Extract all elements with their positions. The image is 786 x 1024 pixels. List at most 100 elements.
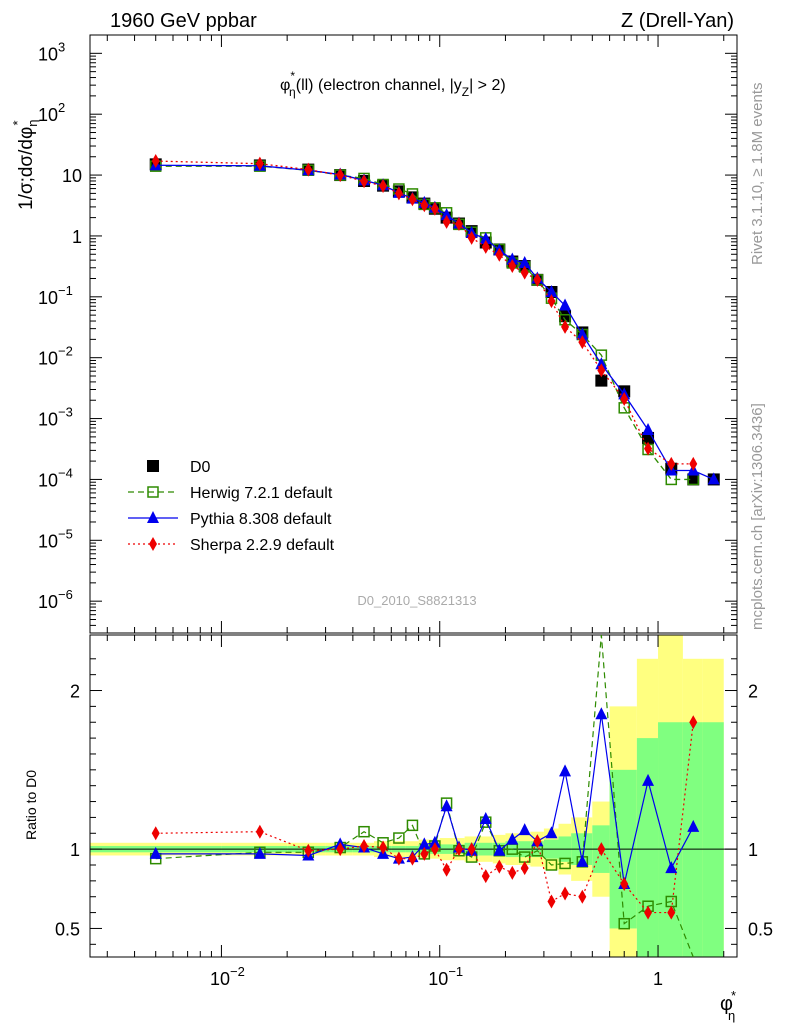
sherpa-2-2-9-default-ratio-point: [689, 715, 698, 730]
sherpa-2-2-9-default-ratio-point: [561, 886, 570, 901]
sherpa-2-2-9-default-ratio-point: [408, 851, 417, 866]
d0-point: [559, 310, 572, 323]
ratio-tick-label-left: 0.5: [55, 919, 80, 939]
sherpa-2-2-9-default-point: [620, 391, 629, 406]
rivet-version-label: Rivet 3.1.10, ≥ 1.8M events: [749, 83, 766, 266]
legend-marker-pythia-8-308-default: [147, 511, 159, 523]
sherpa-2-2-9-default-ratio-point: [430, 842, 439, 857]
sherpa-2-2-9-default-ratio-point: [420, 846, 429, 861]
sherpa-2-2-9-default-point: [304, 162, 313, 177]
sherpa-2-2-9-default-ratio-point: [508, 865, 517, 880]
legend: D0 Herwig 7.2.1 default Pythia 8.308 defau…: [128, 459, 335, 554]
y-tick-label: 10−2: [38, 344, 73, 369]
pythia-8-308-default-ratio-point: [687, 819, 700, 832]
legend-marker-sherpa-2-2-9-default: [149, 537, 157, 551]
sherpa-2-2-9-default-point: [336, 168, 345, 183]
sherpa-2-2-9-default-ratio-point: [454, 842, 463, 857]
x-tick-label: 1: [653, 969, 663, 989]
ratio-tick-label-left: 1: [70, 840, 80, 860]
sherpa-2-2-9-default-ratio-point: [304, 843, 313, 858]
pythia-8-308-default-point: [506, 252, 519, 265]
sherpa-2-2-9-default-point: [667, 456, 676, 471]
sherpa-2-2-9-default-point: [481, 239, 490, 254]
pythia-8-308-default-point: [518, 255, 531, 268]
legend-marker-d0: [147, 460, 159, 472]
legend-label-d0: D0: [190, 459, 211, 476]
y-tick-label: 1: [72, 227, 82, 247]
y-tick-label: 10−4: [38, 465, 73, 490]
pythia-8-308-default-ratio-point: [418, 837, 431, 850]
sherpa-2-2-9-default-point: [408, 192, 417, 207]
sherpa-2-2-9-default-point: [151, 154, 160, 169]
pythia-8-308-default-ratio-point: [428, 835, 441, 848]
sherpa-2-2-9-default-point: [430, 201, 439, 216]
legend-marker-herwig-7-2-1-default: [147, 486, 159, 498]
x-axis-label: φ* η: [720, 988, 736, 1023]
herwig-7-2-1-default-line: [155, 165, 694, 481]
x-tick-label: 10−2: [210, 964, 245, 989]
pythia-8-308-default-ratio-point: [253, 846, 266, 859]
pythia-8-308-default-ratio-point: [576, 854, 589, 867]
pythia-8-308-default-point: [545, 284, 558, 297]
ratio-panel-frame: [89, 634, 738, 958]
sherpa-2-2-9-default-ratio-point: [360, 838, 369, 853]
legend-label-herwig-7-2-1-default: Herwig 7.2.1 default: [190, 485, 333, 502]
sherpa-2-2-9-default-ratio-point: [151, 826, 160, 841]
sherpa-2-2-9-default-point: [495, 247, 504, 262]
sherpa-2-2-9-default-point: [454, 217, 463, 232]
herwig-7-2-1-default-ratio-point: [618, 917, 630, 930]
pythia-8-308-default-point: [479, 232, 492, 245]
band-green: [636, 738, 659, 957]
sherpa-2-2-9-default-point: [597, 363, 606, 378]
ratio-tick-label-right: 2: [748, 682, 758, 702]
uncertainty-bands: [90, 635, 724, 957]
pythia-8-308-default-ratio-point: [559, 764, 572, 777]
pythia-8-308-default-ratio-point: [149, 846, 162, 859]
herwig-7-2-1-default-ratio-point: [358, 825, 370, 838]
pythia-8-308-default-ratio-point: [440, 799, 453, 812]
analysis-id-watermark: D0_2010_S8821313: [357, 593, 476, 608]
sherpa-2-2-9-default-ratio-point: [578, 889, 587, 904]
ratio-tick-label-right: 0.5: [748, 919, 773, 939]
sherpa-2-2-9-default-point: [467, 230, 476, 245]
header-left: 1960 GeV ppbar: [110, 10, 257, 32]
pythia-8-308-default-point: [707, 472, 720, 485]
sherpa-2-2-9-default-point: [689, 456, 698, 471]
pythia-8-308-default-ratio-point: [642, 773, 655, 786]
pythia-8-308-default-ratio-point: [665, 861, 678, 874]
herwig-7-2-1-default-ratio-point: [559, 857, 571, 870]
sherpa-2-2-9-default-point: [420, 198, 429, 213]
sherpa-2-2-9-default-ratio-point: [481, 869, 490, 884]
sherpa-2-2-9-default-ratio-point: [336, 842, 345, 857]
sherpa-2-2-9-default-ratio-point: [495, 859, 504, 874]
pythia-8-308-default-point: [642, 422, 655, 435]
sherpa-2-2-9-default-point: [255, 156, 264, 171]
herwig-7-2-1-default-ratio-point: [545, 859, 558, 871]
pythia-8-308-default-ratio-point: [545, 826, 558, 839]
legend-label-sherpa-2-2-9-default: Sherpa 2.2.9 default: [190, 537, 335, 554]
ratio-tick-label-right: 1: [748, 840, 758, 860]
herwig-7-2-1-default-ratio-point: [406, 819, 419, 832]
header-right: Z (Drell-Yan): [621, 10, 734, 32]
sherpa-2-2-9-default-ratio-point: [533, 834, 542, 849]
pythia-8-308-default-ratio-point: [479, 812, 492, 824]
plot-title: φ* η(ll) (electron channel, |yZ| > 2): [280, 69, 506, 99]
sherpa-2-2-9-default-ratio-point: [520, 861, 529, 876]
y-tick-label: 102: [38, 100, 65, 125]
d0-point: [595, 374, 608, 387]
sherpa-2-2-9-default-point: [520, 265, 529, 280]
pythia-8-308-default-ratio-point: [595, 707, 608, 720]
sherpa-2-2-9-default-ratio-point: [547, 894, 556, 909]
y-axis-label-bottom: Ratio to D0: [23, 770, 39, 840]
y-tick-label: 10−3: [38, 405, 73, 430]
sherpa-2-2-9-default-point: [644, 441, 653, 456]
band-green: [702, 722, 724, 957]
sherpa-2-2-9-default-ratio-point: [644, 905, 653, 920]
herwig-7-2-1-default-ratio-line: [155, 634, 694, 958]
y-tick-label: 10−5: [38, 526, 73, 551]
sherpa-2-2-9-default-point: [360, 174, 369, 189]
sherpa-2-2-9-default-ratio-point: [442, 862, 451, 877]
y-tick-label: 10−6: [38, 587, 73, 612]
pythia-8-308-default-point: [559, 298, 572, 311]
